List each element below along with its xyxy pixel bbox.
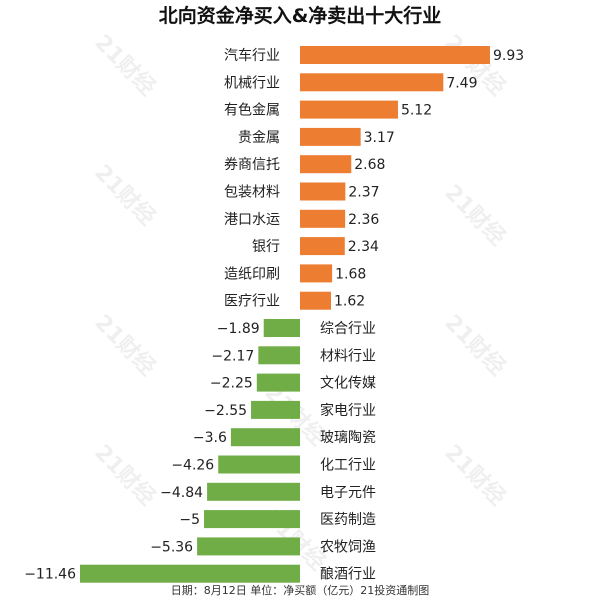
bar-10 (263, 319, 300, 337)
value-label: −11.46 (24, 567, 76, 583)
bar-8 (300, 264, 333, 283)
bar-1 (300, 73, 444, 92)
value-label: −4.84 (160, 485, 203, 501)
value-label: 2.37 (348, 185, 379, 201)
value-label: −5 (179, 512, 200, 528)
value-label: 1.62 (334, 294, 365, 310)
value-label: −3.6 (193, 430, 227, 446)
bar-12 (256, 373, 300, 392)
watermark-text: 21财经 (89, 29, 160, 100)
bar-15 (218, 455, 300, 474)
category-label: 文化传媒 (320, 376, 376, 392)
value-label: 9.93 (493, 48, 524, 64)
bar-9 (300, 291, 331, 310)
bar-5 (300, 182, 346, 201)
value-label: −2.55 (204, 403, 247, 419)
category-label: 医疗行业 (224, 294, 280, 310)
category-label: 券商信托 (224, 157, 280, 173)
category-label: 港口水运 (224, 212, 280, 228)
watermark-text: 21财经 (439, 309, 510, 380)
value-label: −2.17 (211, 348, 254, 364)
category-label: 家电行业 (320, 402, 376, 419)
category-label: 农牧饲渔 (320, 539, 376, 555)
value-label: 5.12 (401, 103, 432, 119)
value-label: −2.25 (210, 376, 253, 392)
bar-0 (300, 46, 490, 64)
category-label: 机械行业 (224, 75, 280, 91)
category-label: 包装材料 (224, 185, 280, 201)
category-label: 酿酒行业 (320, 567, 376, 583)
bar-19 (80, 564, 300, 583)
value-label: 3.17 (364, 130, 395, 146)
bar-3 (300, 127, 361, 146)
category-label: 电子元件 (320, 485, 376, 501)
bar-17 (204, 510, 300, 529)
value-label: −1.89 (217, 321, 260, 337)
bar-16 (207, 482, 300, 501)
value-label: 7.49 (446, 75, 477, 91)
category-label: 贵金属 (238, 130, 280, 146)
watermark-text: 21财经 (89, 439, 160, 510)
watermark-text: 21财经 (439, 439, 510, 510)
category-label: 银行 (252, 239, 280, 255)
footer-note: 日期：8月12日 单位：净买额（亿元）21投资通制图 (171, 583, 430, 597)
bars-group: 汽车行业 9.93 机械行业 7.49 有色金属 5.12 贵金属 3.17 券商信托 2.68 包… (24, 46, 524, 583)
category-label: 造纸印刷 (224, 266, 280, 282)
category-label: 化工行业 (320, 458, 376, 474)
category-label: 医药制造 (320, 512, 376, 528)
bar-2 (300, 100, 398, 119)
value-label: 2.34 (348, 239, 379, 255)
watermark-text: 21财经 (89, 309, 160, 380)
category-label: 综合行业 (320, 321, 376, 337)
bar-7 (300, 237, 345, 256)
chart-title: 北向资金净买入&净卖出十大行业 (159, 4, 442, 27)
watermark-text: 21财经 (89, 159, 160, 230)
bar-18 (197, 537, 300, 556)
category-label: 有色金属 (224, 102, 280, 119)
value-label: −4.26 (171, 458, 214, 474)
bar-6 (300, 209, 346, 228)
value-label: 2.36 (348, 212, 379, 228)
category-label: 材料行业 (320, 348, 376, 364)
bar-11 (258, 346, 300, 365)
value-label: −5.36 (150, 539, 193, 555)
value-label: 2.68 (354, 157, 385, 173)
category-label: 汽车行业 (224, 47, 280, 64)
value-label: 1.68 (335, 266, 366, 282)
category-label: 玻璃陶瓷 (320, 429, 376, 446)
bar-14 (230, 428, 300, 447)
watermark-text: 21财经 (439, 179, 510, 250)
bar-13 (251, 400, 300, 419)
bar-4 (300, 155, 352, 174)
